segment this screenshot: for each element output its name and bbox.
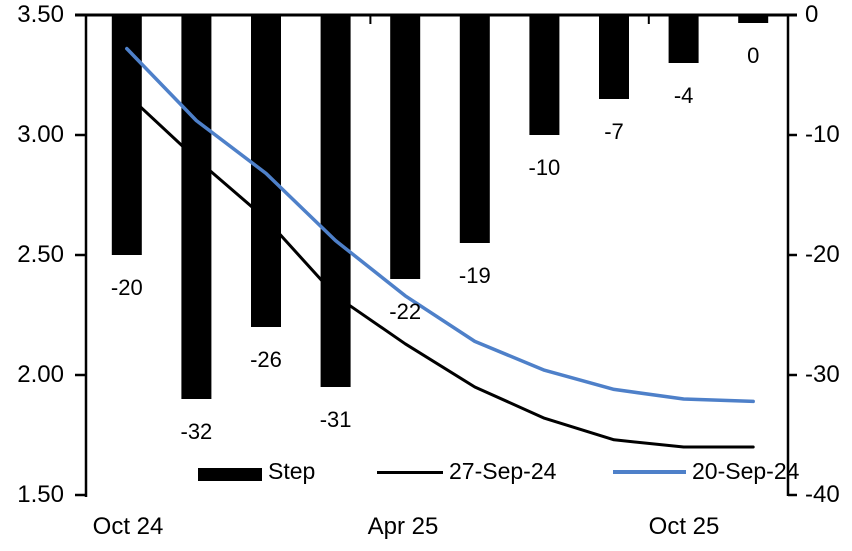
- bar-step: [181, 15, 212, 399]
- bar-step: [251, 15, 281, 327]
- bar-value-label: -32: [180, 419, 213, 444]
- legend-swatch-step: [198, 468, 262, 481]
- line-27-sep-24: [125, 92, 755, 449]
- bar-step: [459, 15, 490, 243]
- bar-step: [320, 15, 351, 387]
- bar-step: [390, 15, 421, 279]
- legend-label-20-sep-24: 20-Sep-24: [692, 458, 800, 484]
- bar-value-label: -4: [673, 83, 694, 108]
- bar-value-label: -10: [528, 155, 561, 180]
- legend-label-step: Step: [268, 458, 316, 484]
- bar-step: [599, 15, 629, 99]
- right-axis-tick-label: -40: [805, 481, 840, 508]
- x-axis-label-oct-24: Oct 24: [92, 513, 164, 540]
- left-axis-tick-label: 2.50: [17, 241, 64, 268]
- left-axis-tick-label: 2.00: [17, 361, 64, 388]
- bar-value-label: -19: [458, 263, 491, 288]
- right-axis-tick-label: -20: [805, 241, 840, 268]
- bar-step: [738, 15, 769, 23]
- bar-step: [529, 15, 560, 135]
- right-axis-tick-label: -30: [805, 361, 840, 388]
- left-axis-tick-label: 3.50: [17, 1, 64, 28]
- x-axis-label-oct-25: Oct 25: [648, 513, 720, 540]
- right-axis-tick-label: 0: [805, 1, 819, 28]
- right-axis-tick-label: -10: [805, 121, 840, 148]
- bar-value-label: -7: [604, 119, 624, 144]
- bar-value-label: -26: [250, 347, 282, 372]
- bar-value-label: 0: [747, 43, 760, 68]
- left-axis-tick-label: 3.00: [17, 121, 64, 148]
- x-axis-label-apr-25: Apr 25: [367, 513, 439, 540]
- line-20-sep-24: [125, 46, 755, 404]
- bar-value-label: -31: [319, 407, 352, 432]
- left-axis-tick-label: 1.50: [17, 481, 64, 508]
- bar-value-label: -20: [110, 275, 143, 300]
- bar-step: [668, 15, 699, 63]
- legend-label-27-sep-24: 27-Sep-24: [449, 458, 557, 484]
- bar-step: [111, 15, 142, 255]
- bar-value-label: -22: [389, 299, 422, 324]
